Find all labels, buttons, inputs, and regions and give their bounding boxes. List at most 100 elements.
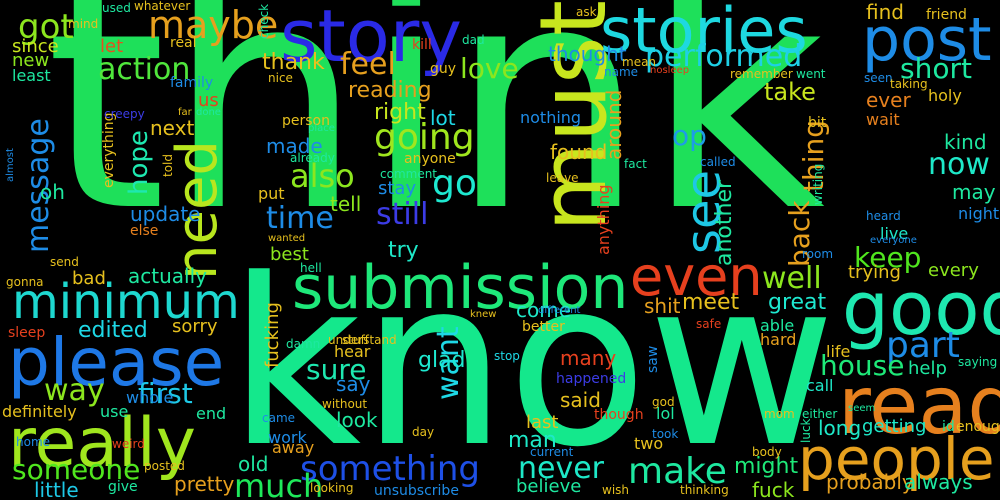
word-right: right <box>374 100 426 125</box>
word-knew: knew <box>470 309 497 320</box>
word-man: man <box>508 428 557 453</box>
word-post: post <box>862 5 992 75</box>
word-lol: lol <box>656 404 675 423</box>
word-put: put <box>258 184 285 203</box>
word-op: op <box>672 119 707 152</box>
word-wish: wish <box>602 483 630 497</box>
word-family: family <box>170 75 214 91</box>
word-guy: guy <box>430 61 457 77</box>
word-people: people <box>798 425 995 493</box>
word-glad: glad <box>418 348 466 373</box>
word-better: better <box>522 319 565 335</box>
word-kill: kill <box>412 37 432 53</box>
word-mom: mom <box>764 407 795 421</box>
word-many: many <box>560 346 617 370</box>
word-safe: safe <box>696 317 722 331</box>
word-go: go <box>432 163 477 204</box>
word-since: since <box>12 36 59 57</box>
word-bad: bad <box>72 268 106 289</box>
word-everyone: everyone <box>870 235 917 246</box>
word-update: update <box>130 202 201 226</box>
word-old: old <box>238 452 269 476</box>
word-make: make <box>628 451 727 492</box>
word-really: really <box>8 404 196 483</box>
word-long: long <box>818 416 862 440</box>
word-try: try <box>388 238 419 263</box>
word-thought: thought <box>548 42 627 66</box>
word-keep: keep <box>854 241 922 274</box>
word-stuff: stuff <box>342 333 369 347</box>
word-damn: damn <box>286 337 321 351</box>
word-luck: luck <box>799 418 813 444</box>
word-tell: tell <box>330 192 362 216</box>
word-real: real <box>170 35 197 51</box>
word-remember: remember <box>730 67 793 81</box>
word-got: got <box>18 7 74 47</box>
word-body: body <box>752 445 782 459</box>
word-something: something <box>300 449 481 489</box>
word-love: love <box>460 52 519 85</box>
word-weird: weird <box>112 437 145 451</box>
word-day: day <box>412 425 435 439</box>
word-comment: comment <box>380 167 438 181</box>
word-now: now <box>928 147 990 182</box>
word-wait: wait <box>866 110 900 129</box>
word-dad: dad <box>462 33 485 47</box>
word-heard: heard <box>866 209 901 223</box>
word-bit: bit <box>808 115 827 131</box>
word-feel: feel <box>340 47 396 82</box>
word-already: already <box>290 151 335 165</box>
word-sorry: sorry <box>172 316 218 337</box>
word-saw: saw <box>645 345 661 373</box>
word-pretty: pretty <box>174 472 235 496</box>
word-last: last <box>526 412 559 433</box>
word-read: read <box>838 359 1000 452</box>
word-work: work <box>268 428 307 447</box>
word-stay: stay <box>378 178 417 199</box>
word-submission: submission <box>292 253 629 323</box>
word-friend: friend <box>926 7 967 23</box>
word-else: else <box>130 223 159 239</box>
word-thinking: thinking <box>680 483 729 497</box>
word-away: away <box>272 438 315 457</box>
word-told: told <box>161 154 175 177</box>
word-unsubscribe: unsubscribe <box>374 483 459 499</box>
word-house: house <box>820 349 905 382</box>
word-look: look <box>336 408 378 432</box>
word-much: much <box>234 467 324 500</box>
word-creepy: creepy <box>104 107 145 121</box>
word-sleep: sleep <box>8 325 46 341</box>
word-end: end <box>196 404 227 423</box>
word-place: place <box>308 123 335 134</box>
word-came: came <box>262 411 296 425</box>
word-also: also <box>290 157 355 195</box>
word-someone: someone <box>12 453 141 486</box>
word-little: little <box>34 478 79 500</box>
word-either: either <box>802 407 838 421</box>
word-oh: oh <box>40 180 65 204</box>
word-every: every <box>928 260 979 281</box>
word-god: god <box>652 395 675 409</box>
word-took: took <box>652 427 679 441</box>
word-seem: seem <box>848 403 876 414</box>
word-story: story <box>280 0 463 78</box>
word-holy: holy <box>928 86 962 105</box>
word-understand: understand <box>328 333 397 347</box>
word-least: least <box>12 66 51 85</box>
word-ever: ever <box>866 88 911 112</box>
word-ask: ask <box>576 5 597 19</box>
word-first: first <box>138 377 193 410</box>
word-reading: reading <box>348 78 432 103</box>
word-saying: saying <box>958 355 998 369</box>
word-nothing: nothing <box>520 108 582 127</box>
word-hard: hard <box>760 330 797 349</box>
word-getting: getting <box>862 416 927 437</box>
word-check: check <box>257 3 271 39</box>
word-edited: edited <box>78 318 148 343</box>
word-nice: nice <box>268 71 293 85</box>
word-still: still <box>376 197 429 232</box>
word-use: use <box>100 402 129 421</box>
word-two: two <box>634 434 664 453</box>
word-know: know <box>228 231 836 498</box>
